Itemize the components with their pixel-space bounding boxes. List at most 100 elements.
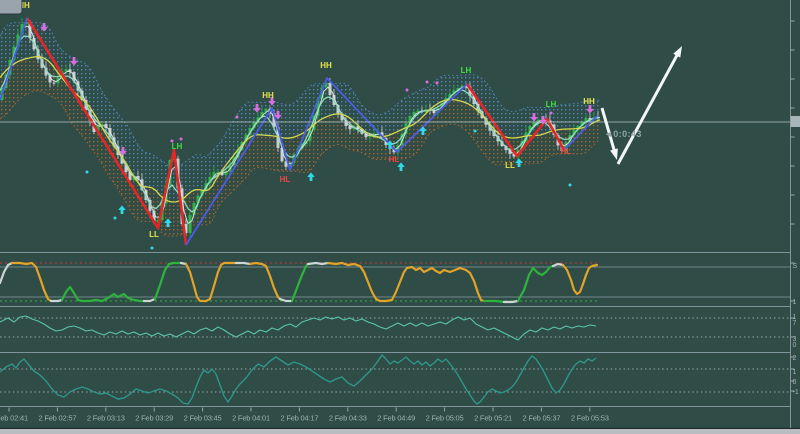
time-axis-label: 2 Feb 02:57 bbox=[38, 414, 76, 423]
price-scale-fragment: 1 bbox=[793, 314, 797, 321]
time-axis[interactable]: 2 Feb 02:41 2 Feb 02:57 2 Feb 03:13 2 Feb 0… bbox=[0, 407, 609, 423]
pane1-oscillator-segment bbox=[482, 299, 506, 304]
zigzag-blue bbox=[185, 77, 468, 246]
pane1-oscillator-segment bbox=[290, 262, 310, 303]
magenta-dot-icon bbox=[549, 111, 553, 115]
sell-arrow-icon bbox=[586, 105, 594, 114]
pane1-oscillator-segment bbox=[0, 261, 14, 285]
trend-arrow-line[interactable] bbox=[616, 51, 680, 165]
buy-arrow-icon bbox=[164, 218, 172, 227]
time-axis-label: 2 Feb 05:37 bbox=[522, 414, 560, 423]
candle-countdown-timer: ◄0:0:43 bbox=[604, 129, 642, 139]
swing-label-hl: HL bbox=[561, 147, 572, 156]
swing-label-hh: HH bbox=[320, 61, 332, 70]
price-scale-fragment: 2 bbox=[793, 355, 797, 362]
swing-label-hh: HH bbox=[583, 97, 595, 106]
swing-labels: HH LH LL HH HL HH HL LH LL LH HL HH bbox=[18, 1, 595, 239]
sell-arrow-icon bbox=[40, 23, 48, 32]
pane1-oscillator-segment bbox=[184, 261, 238, 303]
swing-label-lh: LH bbox=[172, 142, 183, 151]
zigzag-red bbox=[25, 17, 188, 246]
cyan-dot-icon bbox=[85, 170, 89, 174]
time-axis-label: 2 Feb 03:13 bbox=[87, 414, 125, 423]
pane2-line bbox=[0, 315, 597, 341]
buy-arrow-icon bbox=[386, 140, 394, 149]
pane1-oscillator-segment bbox=[49, 298, 64, 303]
trend-arrow-head[interactable] bbox=[610, 148, 618, 160]
time-axis-label: 2 Feb 03:29 bbox=[135, 414, 173, 423]
sell-arrow-icon bbox=[274, 111, 282, 120]
sell-arrow-icon bbox=[268, 97, 276, 106]
swing-label-hh: HH bbox=[262, 91, 274, 100]
pane-separators[interactable] bbox=[0, 252, 791, 407]
buy-arrow-icon bbox=[307, 172, 315, 181]
pane1-oscillator-segment bbox=[248, 261, 282, 301]
price-scale-fragment: -1 bbox=[793, 389, 799, 396]
zigzag-blue bbox=[0, 17, 28, 101]
magenta-dot-icon bbox=[170, 139, 174, 143]
time-axis-label: 2 Feb 05:21 bbox=[474, 414, 512, 423]
time-axis-label: 2 Feb 04:01 bbox=[232, 414, 270, 423]
sell-arrow-icon bbox=[253, 104, 261, 113]
time-axis-label: 2 Feb 04:17 bbox=[280, 414, 318, 423]
trend-arrow-head[interactable] bbox=[673, 46, 682, 58]
cyan-dot-icon bbox=[568, 183, 572, 187]
window-bottom-bar bbox=[0, 429, 800, 434]
one-click-trading-button[interactable] bbox=[0, 0, 23, 15]
time-axis-label: 2 Feb 04:33 bbox=[329, 414, 367, 423]
pane1-oscillator-segment bbox=[278, 297, 294, 303]
swing-label-lh: LH bbox=[461, 66, 472, 75]
swing-label-ll: LL bbox=[149, 230, 159, 239]
cyan-dot-icon bbox=[473, 129, 477, 133]
magenta-dot-icon bbox=[235, 115, 239, 119]
swing-label-ll: LL bbox=[505, 161, 515, 170]
trend-arrow-line[interactable] bbox=[600, 107, 617, 154]
sell-arrow-icon bbox=[119, 147, 127, 156]
cyan-dot-icon bbox=[113, 216, 117, 220]
pane1-oscillator-segment bbox=[234, 261, 252, 266]
sell-arrow-icon bbox=[70, 57, 78, 66]
pane1-oscillator-segment bbox=[516, 264, 555, 303]
pane1-oscillator-segment bbox=[502, 299, 520, 304]
price-scale-fragment: 3 bbox=[793, 336, 797, 343]
ma-yellow bbox=[0, 56, 601, 203]
pane3-line bbox=[0, 354, 597, 405]
magenta-dot-icon bbox=[179, 137, 183, 141]
main-price-pane[interactable]: HH LH LL HH HL HH HL LH LL LH HL HH ◄0:0:43 bbox=[0, 1, 790, 250]
moving-average-lines bbox=[0, 25, 601, 225]
current-price-tag bbox=[790, 116, 800, 127]
pane1-oscillator-segment bbox=[10, 261, 53, 303]
time-axis-label: 2 Feb 03:45 bbox=[184, 414, 222, 423]
pane1-oscillator-segment bbox=[306, 261, 330, 266]
time-axis-label: 2 Feb 04:49 bbox=[377, 414, 415, 423]
swing-label-lh: LH bbox=[546, 100, 557, 109]
price-scale-fragment: 7 bbox=[793, 320, 797, 327]
cyan-dot-icon bbox=[150, 246, 154, 250]
magenta-dot-icon bbox=[405, 88, 409, 92]
swing-label-hl: HL bbox=[389, 155, 400, 164]
pane1-oscillator-segment bbox=[551, 262, 565, 268]
price-scale-fragment: S bbox=[793, 263, 798, 270]
pane1-oscillator-segment bbox=[142, 297, 157, 303]
drawn-objects[interactable]: ◄0:0:43 bbox=[600, 46, 682, 165]
buy-arrow-icon bbox=[397, 162, 405, 171]
buy-arrow-icon bbox=[419, 126, 427, 135]
pane1-oscillator-segment bbox=[326, 261, 486, 303]
indicator-panes[interactable] bbox=[0, 261, 790, 405]
price-scale-fragment: 0 bbox=[793, 342, 797, 349]
time-axis-label: 2 Feb 02:41 bbox=[0, 414, 28, 423]
magenta-dot-icon bbox=[425, 80, 429, 84]
time-axis-label: 2 Feb 05:53 bbox=[571, 414, 609, 423]
band-upper-edge bbox=[0, 22, 601, 169]
swing-label-hl: HL bbox=[280, 175, 291, 184]
pane1-oscillator-segment bbox=[153, 261, 183, 301]
price-scale-fragment: 0 bbox=[793, 379, 797, 386]
buy-arrow-icon bbox=[118, 205, 126, 214]
pane1-oscillator-segment bbox=[60, 285, 146, 303]
signal-arrows-and-dots bbox=[40, 23, 594, 250]
swing-label-hh: HH bbox=[18, 1, 30, 10]
